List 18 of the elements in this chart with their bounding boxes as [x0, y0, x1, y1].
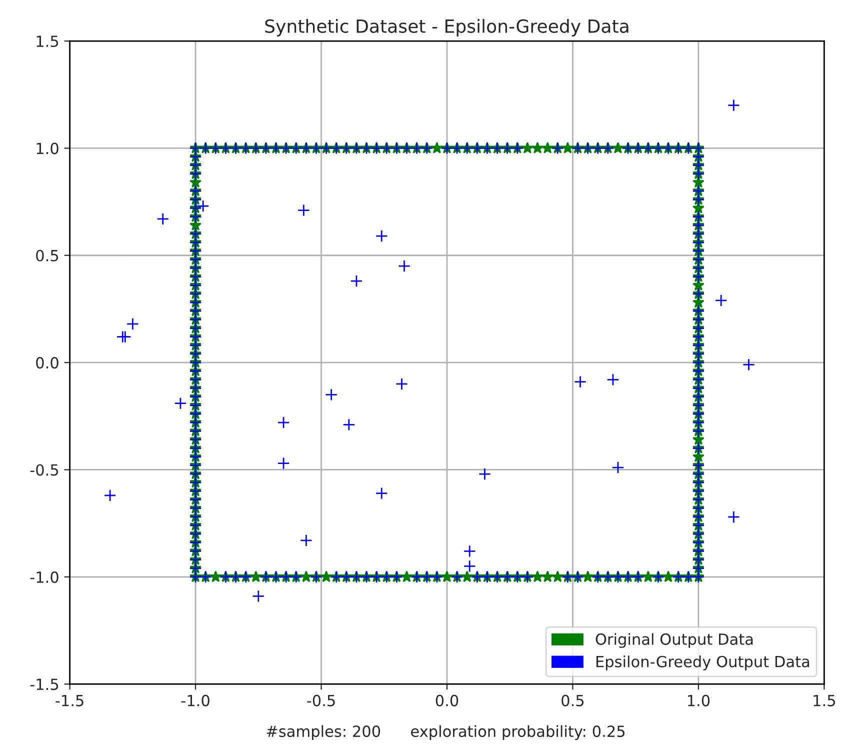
text: #samples: 200 exploration probability: 0.25 — [266, 725, 625, 740]
x-tick-label: 1.5 — [814, 694, 835, 706]
y-tick-label: 1.0 — [36, 142, 58, 154]
y-tick-label: 1.5 — [36, 36, 58, 48]
y-tick-label: 0.0 — [36, 357, 58, 369]
y-tick-label: -1.0 — [30, 571, 58, 583]
x-tick-label: 0.0 — [436, 694, 458, 706]
y-tick-label: 0.5 — [36, 250, 58, 262]
y-tick-label: -1.5 — [30, 678, 58, 690]
x-tick-label: -1.0 — [181, 694, 210, 706]
x-tick-label: 1.0 — [688, 694, 710, 706]
y-tick-label: -0.5 — [30, 464, 58, 476]
x-tick-label: 0.5 — [562, 694, 584, 706]
x-tick-label: -0.5 — [307, 694, 335, 706]
legend-label: Original Output Data — [596, 633, 753, 648]
chart-title: Synthetic Dataset - Epsilon-Greedy Data — [265, 18, 628, 36]
x-tick-label: -1.5 — [56, 694, 84, 706]
legend-label: Epsilon-Greedy Output Data — [596, 656, 810, 670]
